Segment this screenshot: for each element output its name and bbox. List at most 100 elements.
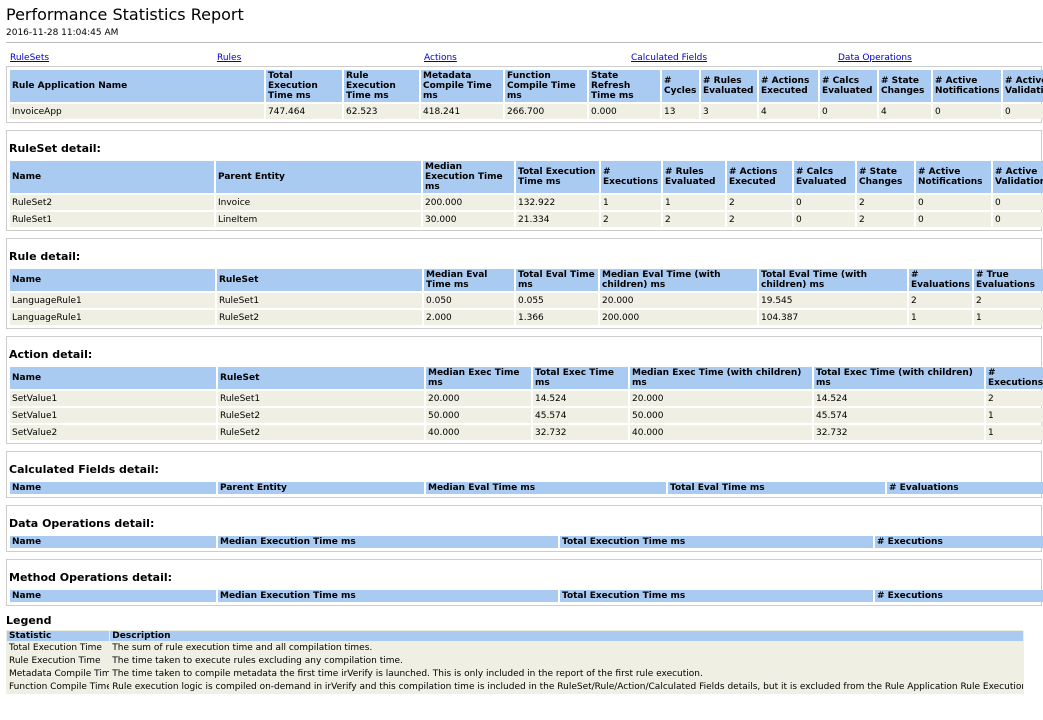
column-header: Median Execution Time ms bbox=[218, 536, 558, 548]
cell: RuleSet2 bbox=[10, 195, 214, 210]
column-header: Name bbox=[10, 269, 215, 291]
cell: 2.000 bbox=[424, 310, 514, 325]
cell: 50.000 bbox=[630, 408, 812, 423]
header-row: Rule Application Name Total Execution Tim… bbox=[10, 70, 1043, 102]
column-header: Median Eval Time (with children) ms bbox=[600, 269, 757, 291]
data-row: SetValue2 RuleSet2 40.000 32.732 40.000 32.73… bbox=[10, 425, 1043, 440]
header-row: Statistic Description bbox=[7, 631, 1023, 641]
column-header: Median Exec Time ms bbox=[426, 367, 531, 389]
cell: 0.055 bbox=[516, 293, 598, 308]
nav-link[interactable]: Data Operations bbox=[838, 53, 912, 63]
column-header: Name bbox=[10, 367, 216, 389]
data-row: InvoiceApp 747.464 62.523 418.241 266.700 0.0… bbox=[10, 104, 1043, 119]
column-header: Total Execution Time ms bbox=[516, 161, 599, 193]
cell: 0 bbox=[916, 195, 991, 210]
cell: 45.574 bbox=[533, 408, 628, 423]
section-title: Data Operations detail: bbox=[9, 517, 155, 530]
column-header: # State Changes bbox=[879, 70, 931, 102]
table-head: Name Median Execution Time ms Total Execut… bbox=[10, 590, 1043, 602]
cell: The sum of rule execution time and all c… bbox=[110, 642, 1023, 654]
cell: 2 bbox=[727, 195, 792, 210]
cell: 0 bbox=[993, 195, 1043, 210]
column-header: # Active Validations bbox=[993, 161, 1043, 193]
data-row: RuleSet2 Invoice 200.000 132.922 1 1 2 0 2 0 0 bbox=[10, 195, 1043, 210]
cell: 13 bbox=[662, 104, 699, 119]
cell: 32.732 bbox=[533, 425, 628, 440]
section-title: Calculated Fields detail: bbox=[9, 463, 159, 476]
detail-section: Action detail: Name RuleSet Median Exec Tim… bbox=[6, 336, 1043, 444]
cell: 0.050 bbox=[424, 293, 514, 308]
table-head: Name Median Execution Time ms Total Execut… bbox=[10, 536, 1043, 548]
column-header: # Executions bbox=[986, 367, 1043, 389]
table-head: Name Parent Entity Median Execution Time m… bbox=[10, 161, 1043, 193]
cell: RuleSet2 bbox=[218, 425, 424, 440]
cell: Invoice bbox=[216, 195, 421, 210]
detail-section: Method Operations detail: Name Median Exec… bbox=[6, 559, 1043, 606]
legend-title: Legend bbox=[6, 614, 52, 627]
column-header: # Executions bbox=[875, 590, 1043, 602]
column-header: # Active Notifications bbox=[916, 161, 991, 193]
column-header: # Rules Evaluated bbox=[701, 70, 757, 102]
column-header: Median Eval Time ms bbox=[424, 269, 514, 291]
table-body: Total Execution Time The sum of rule exec… bbox=[7, 642, 1023, 693]
data-table: Statistic Description Total Execution Time… bbox=[6, 630, 1024, 694]
cell: 50.000 bbox=[426, 408, 531, 423]
cell: 0 bbox=[1003, 104, 1043, 119]
table-head: Rule Application Name Total Execution Tim… bbox=[10, 70, 1043, 102]
nav-link[interactable]: Rules bbox=[217, 53, 242, 63]
cell: Function Compile Time bbox=[7, 681, 110, 693]
column-header: Function Compile Time ms bbox=[505, 70, 587, 102]
cell: 3 bbox=[701, 104, 757, 119]
section-title: Action detail: bbox=[9, 348, 93, 361]
detail-section: Rule detail: Name RuleSet Median Eval Time … bbox=[6, 238, 1043, 329]
nav-bar: RuleSets Rules Actions Calculated Fields Dat… bbox=[10, 53, 1040, 65]
cell: 418.241 bbox=[421, 104, 503, 119]
cell: 1 bbox=[601, 195, 661, 210]
nav-link[interactable]: Actions bbox=[424, 53, 457, 63]
column-header: Name bbox=[10, 590, 216, 602]
data-row: LanguageRule1 RuleSet2 2.000 1.366 200.000 10… bbox=[10, 310, 1043, 325]
column-header: # Calcs Evaluated bbox=[820, 70, 877, 102]
cell: 2 bbox=[727, 212, 792, 227]
cell: 20.000 bbox=[600, 293, 757, 308]
cell: 30.000 bbox=[423, 212, 514, 227]
cell: Metadata Compile Time bbox=[7, 668, 110, 680]
cell: 4 bbox=[759, 104, 818, 119]
column-header: Median Execution Time ms bbox=[218, 590, 558, 602]
column-header: # Active Notifications bbox=[933, 70, 1001, 102]
data-table: Rule Application Name Total Execution Tim… bbox=[8, 68, 1043, 121]
data-table: Name Median Execution Time ms Total Execut… bbox=[8, 588, 1043, 604]
cell: 2 bbox=[857, 212, 914, 227]
column-header: # Actions Executed bbox=[727, 161, 792, 193]
cell: 4 bbox=[879, 104, 931, 119]
cell: 2 bbox=[909, 293, 972, 308]
column-header: State Refresh Time ms bbox=[589, 70, 660, 102]
column-header: # Cycles bbox=[662, 70, 699, 102]
data-table: Name Parent Entity Median Eval Time ms Tota… bbox=[8, 480, 1043, 496]
cell: 0 bbox=[820, 104, 877, 119]
cell: Total Execution Time bbox=[7, 642, 110, 654]
cell: RuleSet1 bbox=[218, 391, 424, 406]
nav-link[interactable]: RuleSets bbox=[10, 53, 50, 63]
cell: 40.000 bbox=[426, 425, 531, 440]
column-header: Parent Entity bbox=[216, 161, 421, 193]
cell: RuleSet1 bbox=[10, 212, 214, 227]
cell: SetValue2 bbox=[10, 425, 216, 440]
header-row: Name Parent Entity Median Eval Time ms Tota… bbox=[10, 482, 1043, 494]
nav-link[interactable]: Calculated Fields bbox=[631, 53, 708, 63]
table-body: RuleSet2 Invoice 200.000 132.922 1 1 2 0 2 0 0 Rule… bbox=[10, 195, 1043, 227]
detail-section: Calculated Fields detail: Name Parent Enti… bbox=[6, 451, 1043, 498]
data-row: SetValue1 RuleSet2 50.000 45.574 50.000 45.57… bbox=[10, 408, 1043, 423]
column-header: Parent Entity bbox=[218, 482, 424, 494]
detail-section: RuleSet detail: Name Parent Entity Median E… bbox=[6, 130, 1043, 231]
column-header: # Actions Executed bbox=[759, 70, 818, 102]
column-header: # Evaluations bbox=[887, 482, 1043, 494]
column-header: # Active Validations bbox=[1003, 70, 1043, 102]
report-title: Performance Statistics Report bbox=[6, 5, 244, 24]
data-row: SetValue1 RuleSet1 20.000 14.524 20.000 14.52… bbox=[10, 391, 1043, 406]
column-header: Median Eval Time ms bbox=[426, 482, 666, 494]
cell: 1 bbox=[986, 408, 1043, 423]
column-header: Name bbox=[10, 482, 216, 494]
cell: LanguageRule1 bbox=[10, 310, 215, 325]
